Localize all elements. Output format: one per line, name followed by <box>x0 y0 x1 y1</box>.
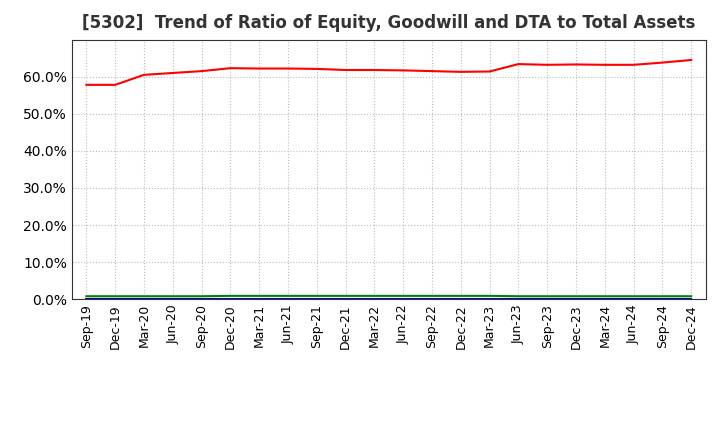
Deferred Tax Assets <box>168 293 177 299</box>
Equity <box>370 67 379 73</box>
Goodwill <box>485 297 494 302</box>
Equity <box>543 62 552 67</box>
Deferred Tax Assets <box>456 293 465 298</box>
Goodwill <box>284 297 292 302</box>
Goodwill <box>82 297 91 302</box>
Deferred Tax Assets <box>428 293 436 298</box>
Equity <box>312 66 321 72</box>
Deferred Tax Assets <box>600 293 609 299</box>
Goodwill <box>341 297 350 302</box>
Equity <box>341 67 350 73</box>
Goodwill <box>399 297 408 302</box>
Goodwill <box>543 297 552 302</box>
Equity <box>140 72 148 77</box>
Deferred Tax Assets <box>370 293 379 298</box>
Goodwill <box>600 297 609 302</box>
Goodwill <box>312 297 321 302</box>
Goodwill <box>370 297 379 302</box>
Deferred Tax Assets <box>658 293 667 299</box>
Goodwill <box>687 297 696 302</box>
Deferred Tax Assets <box>284 293 292 298</box>
Equity <box>629 62 638 67</box>
Deferred Tax Assets <box>399 293 408 298</box>
Goodwill <box>168 297 177 302</box>
Goodwill <box>456 297 465 302</box>
Equity <box>255 66 264 71</box>
Equity <box>82 82 91 88</box>
Deferred Tax Assets <box>111 293 120 299</box>
Goodwill <box>255 297 264 302</box>
Goodwill <box>428 297 436 302</box>
Goodwill <box>226 297 235 302</box>
Equity <box>197 69 206 74</box>
Equity <box>456 69 465 74</box>
Deferred Tax Assets <box>485 293 494 298</box>
Equity <box>658 60 667 65</box>
Deferred Tax Assets <box>341 293 350 298</box>
Equity <box>514 62 523 67</box>
Deferred Tax Assets <box>543 293 552 299</box>
Deferred Tax Assets <box>226 293 235 298</box>
Equity <box>600 62 609 67</box>
Goodwill <box>197 297 206 302</box>
Equity <box>687 57 696 62</box>
Deferred Tax Assets <box>82 293 91 299</box>
Deferred Tax Assets <box>197 293 206 299</box>
Deferred Tax Assets <box>629 293 638 299</box>
Equity <box>428 69 436 74</box>
Equity <box>168 70 177 76</box>
Goodwill <box>572 297 580 302</box>
Deferred Tax Assets <box>514 293 523 299</box>
Deferred Tax Assets <box>312 293 321 298</box>
Goodwill <box>658 297 667 302</box>
Goodwill <box>629 297 638 302</box>
Goodwill <box>514 297 523 302</box>
Equity <box>226 66 235 71</box>
Goodwill <box>140 297 148 302</box>
Equity <box>572 62 580 67</box>
Deferred Tax Assets <box>140 293 148 299</box>
Goodwill <box>111 297 120 302</box>
Equity <box>111 82 120 88</box>
Equity <box>399 68 408 73</box>
Equity <box>485 69 494 74</box>
Deferred Tax Assets <box>572 293 580 299</box>
Equity <box>284 66 292 71</box>
Deferred Tax Assets <box>687 293 696 299</box>
Title: [5302]  Trend of Ratio of Equity, Goodwill and DTA to Total Assets: [5302] Trend of Ratio of Equity, Goodwil… <box>82 15 696 33</box>
Deferred Tax Assets <box>255 293 264 298</box>
Line: Equity: Equity <box>86 60 691 85</box>
